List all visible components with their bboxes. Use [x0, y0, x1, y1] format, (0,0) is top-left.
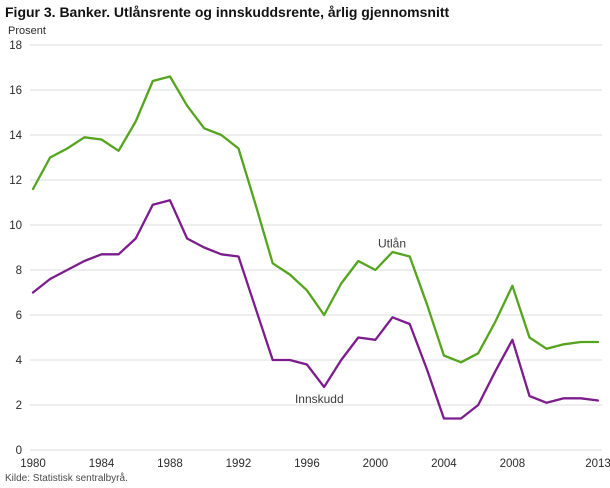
series-label-utln: Utlån [378, 237, 406, 251]
x-tick-label-2008: 2008 [500, 458, 526, 470]
x-tick-label-2013: 2013 [585, 458, 610, 470]
y-tick-label-4: 4 [16, 355, 23, 367]
y-tick-label-14: 14 [9, 130, 22, 142]
y-tick-label-0: 0 [16, 445, 22, 457]
y-tick-label-12: 12 [9, 175, 22, 187]
y-tick-label-2: 2 [16, 400, 22, 412]
x-tick-label-2004: 2004 [431, 458, 457, 470]
x-tick-label-2000: 2000 [363, 458, 389, 470]
x-tick-label-1996: 1996 [294, 458, 320, 470]
y-tick-label-18: 18 [9, 40, 22, 52]
y-tick-label-6: 6 [16, 310, 22, 322]
y-tick-label-8: 8 [16, 265, 22, 277]
series-line-innskudd [31, 199, 600, 420]
x-tick-label-1980: 1980 [20, 458, 46, 470]
y-tick-label-16: 16 [9, 85, 22, 97]
x-tick-label-1992: 1992 [226, 458, 252, 470]
series-line-utln [31, 75, 600, 364]
y-axis-unit-label: Prosent [8, 25, 46, 37]
source-caption: Kilde: Statistisk sentralbyrå. [5, 473, 128, 484]
x-tick-label-1984: 1984 [89, 458, 115, 470]
x-tick-label-1988: 1988 [157, 458, 183, 470]
series-label-innskudd: Innskudd [295, 392, 344, 406]
y-tick-label-10: 10 [9, 220, 22, 232]
chart-title: Figur 3. Banker. Utlånsrente og innskudd… [5, 4, 450, 20]
